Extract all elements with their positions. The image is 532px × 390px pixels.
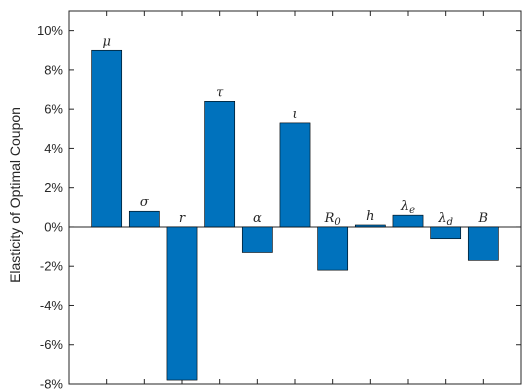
bar: [392, 214, 424, 228]
y-tick-label: 10%: [37, 23, 63, 38]
bar-label: R0: [324, 211, 342, 228]
y-tick-label: 2%: [44, 180, 63, 195]
bars: [91, 49, 499, 381]
bar: [91, 49, 123, 228]
y-axis-ticks: 10% 8% 6% 4% 2% 0% -2% -4% -6% -8%: [37, 11, 521, 390]
y-tick-label: 6%: [44, 102, 63, 117]
y-tick-label: 0%: [44, 219, 63, 234]
y-tick-label: -4%: [40, 298, 64, 313]
y-tick-label: 4%: [44, 141, 63, 156]
bar: [467, 226, 499, 261]
bar: [279, 122, 311, 228]
bar-label: α: [253, 211, 262, 226]
bar: [241, 226, 273, 253]
y-tick-label: 8%: [44, 62, 63, 77]
bar-labels: μ σ r τ α ι R0 h λe λd B: [102, 34, 488, 228]
bar-label: λe: [400, 199, 415, 216]
bar-label: r: [179, 211, 186, 226]
bar-label: ι: [292, 107, 297, 122]
y-tick-label: -2%: [40, 259, 64, 274]
bar: [430, 226, 462, 240]
bar-label: λd: [437, 211, 453, 228]
bar: [354, 224, 386, 228]
bar: [128, 210, 160, 228]
bar: [204, 101, 236, 228]
bar-label: σ: [140, 195, 150, 210]
bar: [317, 226, 349, 271]
y-tick-label: -8%: [40, 377, 64, 390]
bar: [166, 226, 198, 381]
bar-label: h: [366, 209, 374, 224]
y-axis-label: Elasticity of Optimal Coupon: [7, 107, 23, 283]
bar-label: μ: [102, 34, 110, 49]
bar-label: B: [478, 211, 489, 226]
y-tick-label: -6%: [40, 337, 64, 352]
bar-label: τ: [216, 85, 224, 100]
